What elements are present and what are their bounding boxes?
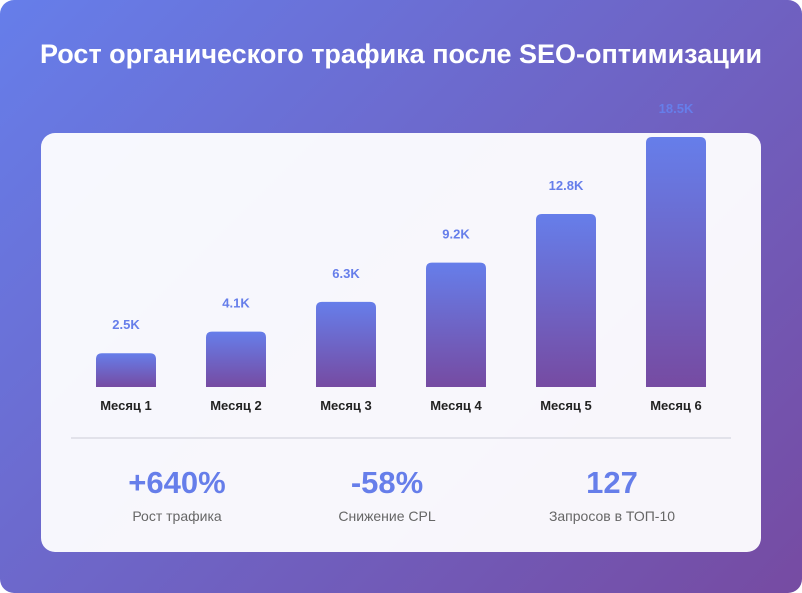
bar-3 — [316, 301, 376, 387]
bar-value-label: 12.8K — [549, 178, 584, 193]
stat-value: -58% — [350, 465, 424, 500]
bar-5 — [536, 214, 596, 387]
stat-label: Запросов в ТОП-10 — [548, 508, 676, 524]
bar-4 — [426, 262, 486, 387]
x-tick-label: Месяц 5 — [540, 398, 592, 413]
bar-value-label: 18.5K — [659, 101, 694, 116]
x-tick-label: Месяц 4 — [430, 398, 482, 413]
stat-value: +640% — [128, 465, 226, 500]
stat-cpl-reduction: -58% Снижение CPL — [277, 463, 497, 526]
bar-1 — [96, 353, 156, 387]
stat-value: 127 — [586, 465, 638, 500]
bar-value-label: 4.1K — [222, 296, 250, 311]
x-tick-label: Месяц 2 — [210, 398, 262, 413]
x-tick-label: Месяц 6 — [650, 398, 702, 413]
bar-2 — [206, 331, 266, 387]
bar-6 — [646, 137, 706, 387]
stat-label: Снижение CPL — [338, 508, 436, 524]
stats-divider — [71, 437, 731, 439]
stat-traffic-growth: +640% Рост трафика — [67, 463, 287, 526]
x-tick-label: Месяц 1 — [100, 398, 152, 413]
stat-top10-queries: 127 Запросов в ТОП-10 — [502, 463, 722, 526]
bar-value-label: 2.5K — [112, 317, 140, 332]
bar-value-label: 9.2K — [442, 227, 470, 242]
chart-title: Рост органического трафика после SEO-опт… — [39, 39, 763, 69]
stat-label: Рост трафика — [132, 508, 222, 524]
bar-value-label: 6.3K — [332, 266, 360, 281]
chart-card — [41, 133, 761, 552]
x-tick-label: Месяц 3 — [320, 398, 372, 413]
